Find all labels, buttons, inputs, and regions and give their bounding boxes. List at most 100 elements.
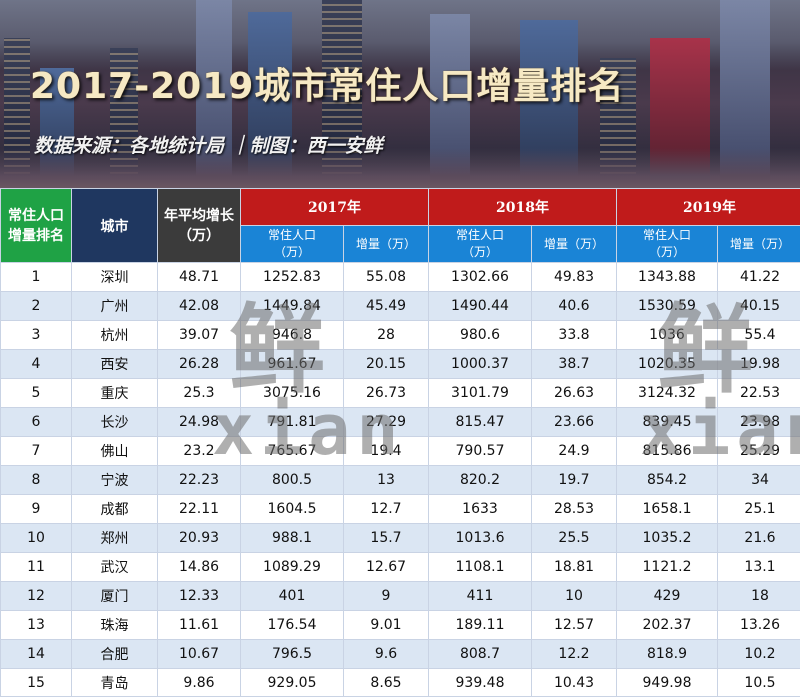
pop-2019-cell: 3124.32 xyxy=(616,378,718,408)
avg-growth-cell: 14.86 xyxy=(157,552,241,582)
rank-cell: 7 xyxy=(0,436,72,466)
city-cell: 广州 xyxy=(71,291,158,321)
avg-growth-cell: 25.3 xyxy=(157,378,241,408)
inc-2018-cell: 12.2 xyxy=(531,639,617,669)
inc-2017-cell: 9 xyxy=(343,581,429,611)
inc-2019-cell: 41.22 xyxy=(717,262,800,292)
inc-2018-cell: 23.66 xyxy=(531,407,617,437)
pop-2019-cell: 949.98 xyxy=(616,668,718,697)
pop-2019-cell: 839.45 xyxy=(616,407,718,437)
pop-2019-cell: 429 xyxy=(616,581,718,611)
table-row: 12 厦门 12.33 401 9 411 10 429 18 xyxy=(0,581,800,611)
pop-2018-cell: 820.2 xyxy=(428,465,532,495)
pop-2019-cell: 854.2 xyxy=(616,465,718,495)
pop-2018-cell: 1108.1 xyxy=(428,552,532,582)
pop-2017-cell: 1604.5 xyxy=(240,494,344,524)
inc-2017-cell: 19.4 xyxy=(343,436,429,466)
pop-2017-cell: 796.5 xyxy=(240,639,344,669)
city-cell: 成都 xyxy=(71,494,158,524)
pop-2019-cell: 818.9 xyxy=(616,639,718,669)
pop-2017-cell: 176.54 xyxy=(240,610,344,640)
pop-2018-cell: 3101.79 xyxy=(428,378,532,408)
city-cell: 深圳 xyxy=(71,262,158,292)
rank-cell: 4 xyxy=(0,349,72,379)
inc-2019-cell: 10.2 xyxy=(717,639,800,669)
pop-2017-cell: 401 xyxy=(240,581,344,611)
inc-2017-cell: 27.29 xyxy=(343,407,429,437)
pop-2018-cell: 189.11 xyxy=(428,610,532,640)
source-credit: 数据来源：各地统计局 ｜制图：西一安鲜 xyxy=(34,135,383,157)
inc-2017-cell: 15.7 xyxy=(343,523,429,553)
avg-growth-cell: 23.2 xyxy=(157,436,241,466)
year-header-2017: 2017年 xyxy=(240,188,429,226)
avg-growth-cell: 22.11 xyxy=(157,494,241,524)
population-label: 常住人口 xyxy=(267,228,316,242)
city-cell: 佛山 xyxy=(71,436,158,466)
pop-2017-cell: 1252.83 xyxy=(240,262,344,292)
pop-2018-cell: 411 xyxy=(428,581,532,611)
inc-2019-cell: 22.53 xyxy=(717,378,800,408)
column-header-rank: 常住人口 增量排名 xyxy=(0,188,72,263)
rank-cell: 8 xyxy=(0,465,72,495)
subheader-population: 常住人口 （万） xyxy=(240,225,344,263)
pop-2018-cell: 939.48 xyxy=(428,668,532,697)
inc-2018-cell: 26.63 xyxy=(531,378,617,408)
pop-2019-cell: 202.37 xyxy=(616,610,718,640)
pop-2019-cell: 1035.2 xyxy=(616,523,718,553)
year-header-2018: 2018年 xyxy=(428,188,617,226)
inc-2018-cell: 10.43 xyxy=(531,668,617,697)
city-cell: 武汉 xyxy=(71,552,158,582)
table-row: 14 合肥 10.67 796.5 9.6 808.7 12.2 818.9 10.2 xyxy=(0,639,800,669)
avg-header-line1: 年平均增长 xyxy=(164,207,234,224)
rank-cell: 11 xyxy=(0,552,72,582)
rank-header-line1: 常住人口 xyxy=(8,207,64,224)
city-cell: 合肥 xyxy=(71,639,158,669)
column-header-city: 城市 xyxy=(71,188,158,263)
table-body: 1 深圳 48.71 1252.83 55.08 1302.66 49.83 1343.88 4… xyxy=(0,262,800,697)
population-unit: （万） xyxy=(648,245,685,259)
avg-growth-cell: 24.98 xyxy=(157,407,241,437)
inc-2018-cell: 25.5 xyxy=(531,523,617,553)
pop-2017-cell: 765.67 xyxy=(240,436,344,466)
subheader-population: 常住人口 （万） xyxy=(428,225,532,263)
inc-2018-cell: 19.7 xyxy=(531,465,617,495)
pop-2019-cell: 1530.59 xyxy=(616,291,718,321)
rank-cell: 1 xyxy=(0,262,72,292)
rank-cell: 2 xyxy=(0,291,72,321)
table-row: 1 深圳 48.71 1252.83 55.08 1302.66 49.83 1343.88 4… xyxy=(0,262,800,292)
table-row: 9 成都 22.11 1604.5 12.7 1633 28.53 1658.1 25.1 xyxy=(0,494,800,524)
rank-cell: 3 xyxy=(0,320,72,350)
table-row: 7 佛山 23.2 765.67 19.4 790.57 24.9 815.86 25.29 xyxy=(0,436,800,466)
inc-2017-cell: 20.15 xyxy=(343,349,429,379)
pop-2019-cell: 1121.2 xyxy=(616,552,718,582)
city-cell: 郑州 xyxy=(71,523,158,553)
table-row: 11 武汉 14.86 1089.29 12.67 1108.1 18.81 1121.2 13… xyxy=(0,552,800,582)
pop-2018-cell: 1302.66 xyxy=(428,262,532,292)
table-row: 8 宁波 22.23 800.5 13 820.2 19.7 854.2 34 xyxy=(0,465,800,495)
avg-growth-cell: 26.28 xyxy=(157,349,241,379)
avg-growth-cell: 22.23 xyxy=(157,465,241,495)
inc-2019-cell: 25.1 xyxy=(717,494,800,524)
avg-growth-cell: 48.71 xyxy=(157,262,241,292)
inc-2017-cell: 9.01 xyxy=(343,610,429,640)
population-unit: （万） xyxy=(461,245,498,259)
city-cell: 西安 xyxy=(71,349,158,379)
inc-2018-cell: 49.83 xyxy=(531,262,617,292)
inc-2019-cell: 34 xyxy=(717,465,800,495)
city-cell: 杭州 xyxy=(71,320,158,350)
table-row: 6 长沙 24.98 791.81 27.29 815.47 23.66 839.45 23.9… xyxy=(0,407,800,437)
pop-2018-cell: 1000.37 xyxy=(428,349,532,379)
column-header-avg-growth: 年平均增长 （万） xyxy=(157,188,241,263)
inc-2019-cell: 13.26 xyxy=(717,610,800,640)
subheader-population: 常住人口 （万） xyxy=(616,225,718,263)
inc-2019-cell: 25.29 xyxy=(717,436,800,466)
pop-2017-cell: 1089.29 xyxy=(240,552,344,582)
avg-growth-cell: 11.61 xyxy=(157,610,241,640)
pop-2018-cell: 1633 xyxy=(428,494,532,524)
inc-2019-cell: 18 xyxy=(717,581,800,611)
inc-2018-cell: 18.81 xyxy=(531,552,617,582)
avg-growth-cell: 42.08 xyxy=(157,291,241,321)
pop-2017-cell: 1449.84 xyxy=(240,291,344,321)
inc-2017-cell: 13 xyxy=(343,465,429,495)
rank-cell: 10 xyxy=(0,523,72,553)
